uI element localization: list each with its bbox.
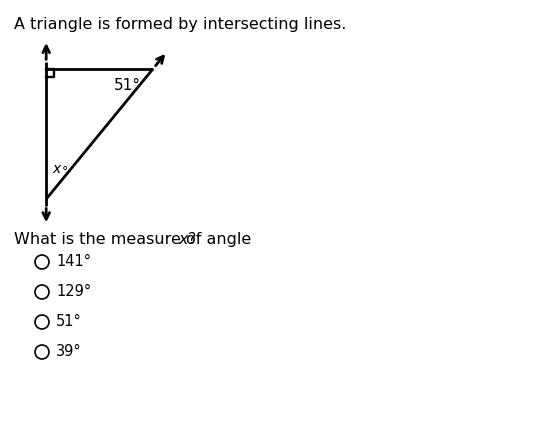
Text: ?: ? xyxy=(188,232,196,247)
Text: 51°: 51° xyxy=(56,314,82,330)
Text: 141°: 141° xyxy=(56,254,91,270)
Text: A triangle is formed by intersecting lines.: A triangle is formed by intersecting lin… xyxy=(14,17,346,32)
Text: 51°: 51° xyxy=(114,78,141,93)
Text: °: ° xyxy=(62,165,68,178)
Text: 39°: 39° xyxy=(56,344,82,359)
Text: What is the measure of angle: What is the measure of angle xyxy=(14,232,256,247)
Text: x: x xyxy=(53,162,61,176)
Text: 129°: 129° xyxy=(56,285,91,299)
Text: x: x xyxy=(178,232,188,247)
